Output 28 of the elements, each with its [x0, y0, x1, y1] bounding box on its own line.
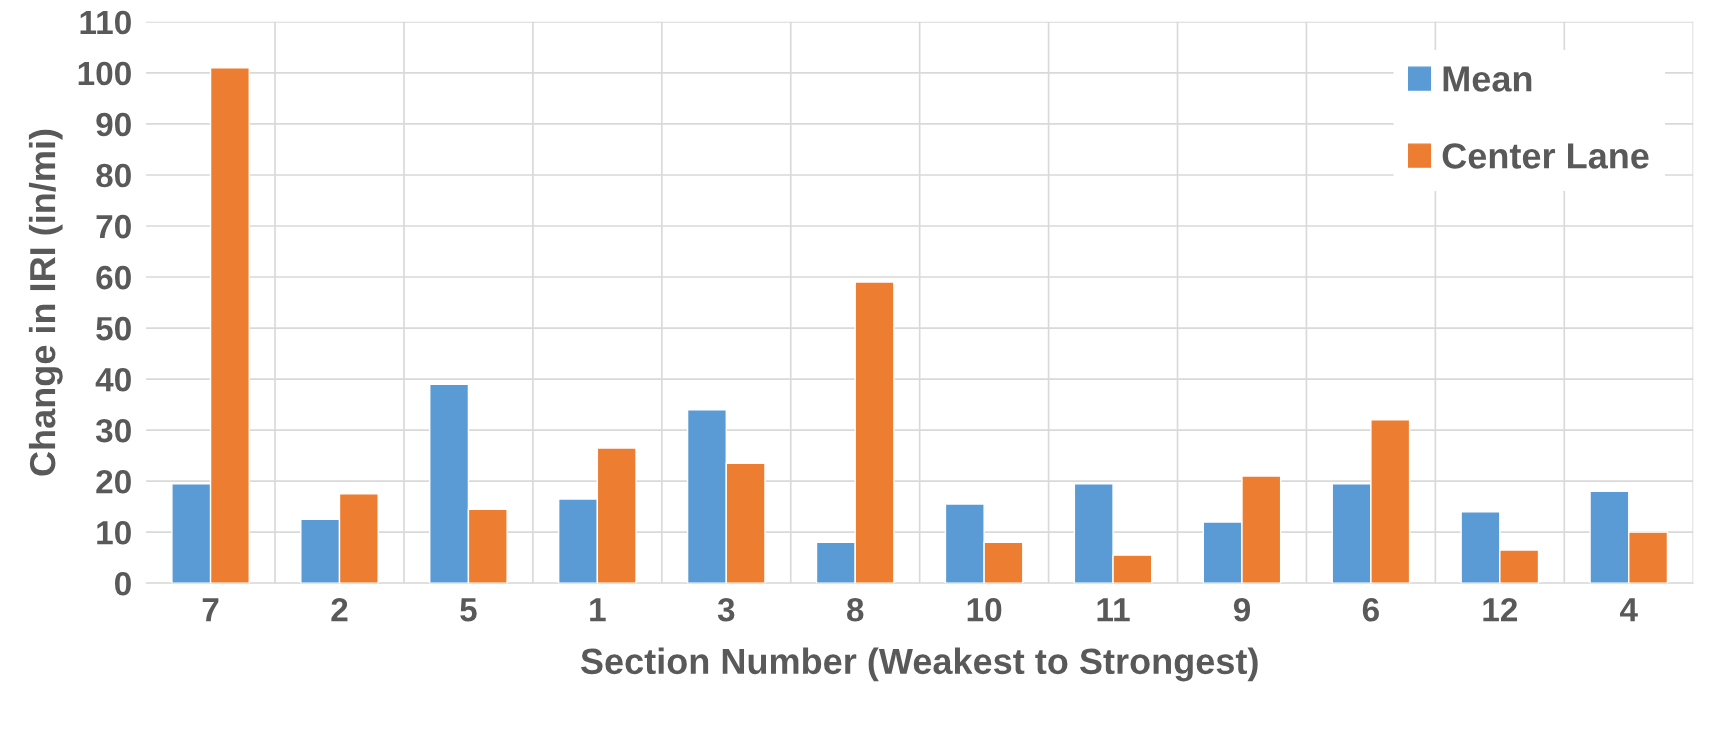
- x-tick-label: 3: [717, 597, 735, 622]
- y-tick-label: 10: [97, 520, 131, 545]
- x-tick-label: 6: [1362, 597, 1379, 622]
- x-tick-label: 9: [1233, 597, 1251, 622]
- y-axis-title: Change in IRI (in/mi): [28, 129, 63, 476]
- x-tick-label: 11: [1097, 598, 1130, 622]
- y-tick-label: 100: [78, 61, 131, 86]
- y-tick-label: 20: [96, 469, 131, 494]
- y-tick-label: 40: [95, 367, 131, 392]
- x-tick-label: 1: [590, 598, 606, 622]
- legend-label: Center Lane: [1442, 143, 1649, 169]
- y-tick-label: 90: [96, 112, 131, 137]
- y-tick-label: 60: [96, 265, 131, 290]
- y-tick-label: 50: [96, 316, 131, 341]
- y-tick-label: 80: [96, 163, 131, 188]
- y-tick-label: 30: [95, 418, 131, 443]
- y-tick-label: 0: [115, 572, 131, 596]
- legend-label: Mean: [1443, 66, 1532, 92]
- x-tick-label: 4: [1619, 598, 1638, 622]
- y-tick-label: 110: [80, 10, 131, 35]
- x-tick-label: 2: [331, 597, 348, 622]
- x-tick-label: 8: [846, 597, 864, 622]
- x-tick-label: 7: [202, 598, 219, 622]
- x-tick-label: 5: [460, 598, 477, 622]
- x-tick-label: 12: [1483, 597, 1518, 622]
- y-tick-label: 70: [96, 214, 131, 239]
- x-axis-title: Section Number (Weakest to Strongest): [580, 647, 1258, 682]
- x-tick-label: 10: [967, 597, 1002, 622]
